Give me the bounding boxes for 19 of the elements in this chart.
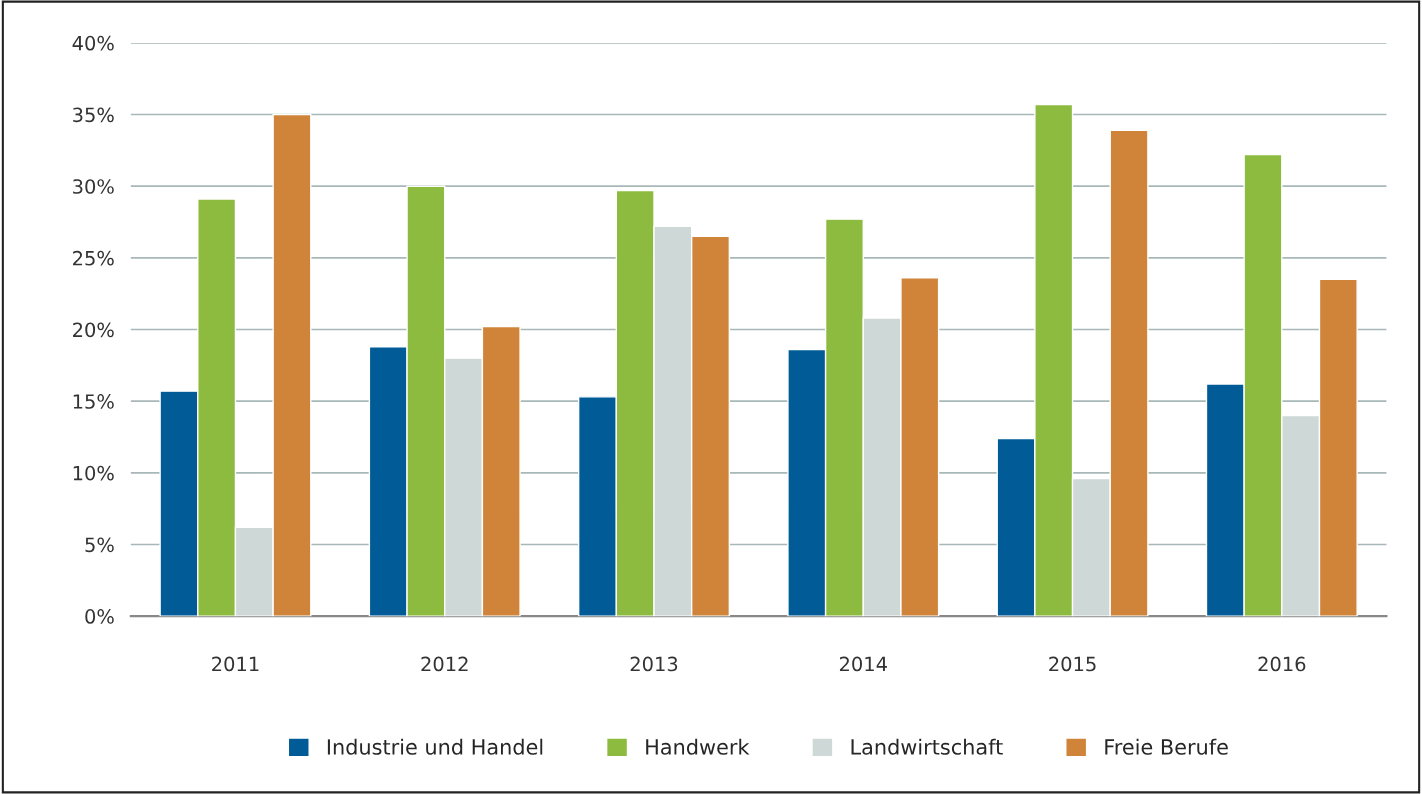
x-tick-label: 2015 bbox=[1049, 656, 1096, 672]
legend-label: Industrie und Handel bbox=[327, 738, 543, 755]
legend-label: Handwerk bbox=[646, 738, 750, 755]
y-tick-label: 40% bbox=[72, 35, 114, 51]
y-tick-label: 20% bbox=[73, 322, 114, 338]
x-tick-label: 2012 bbox=[421, 656, 468, 672]
y-tick-label: 10% bbox=[73, 465, 114, 481]
x-tick-label: 2013 bbox=[630, 656, 678, 672]
x-tick-label: 2016 bbox=[1258, 656, 1306, 672]
legend-label: Freie Berufe bbox=[1105, 738, 1228, 755]
legend-label: Landwirtschaft bbox=[851, 738, 1003, 755]
y-tick-label: 25% bbox=[73, 250, 114, 266]
x-tick-label: 2011 bbox=[212, 656, 259, 672]
y-tick-label: 35% bbox=[73, 107, 114, 123]
y-tick-label: 5% bbox=[85, 537, 114, 553]
y-tick-label: 15% bbox=[73, 394, 114, 409]
y-tick-label: 0% bbox=[85, 609, 114, 624]
y-tick-label: 30% bbox=[73, 179, 114, 194]
x-tick-label: 2014 bbox=[839, 656, 887, 672]
